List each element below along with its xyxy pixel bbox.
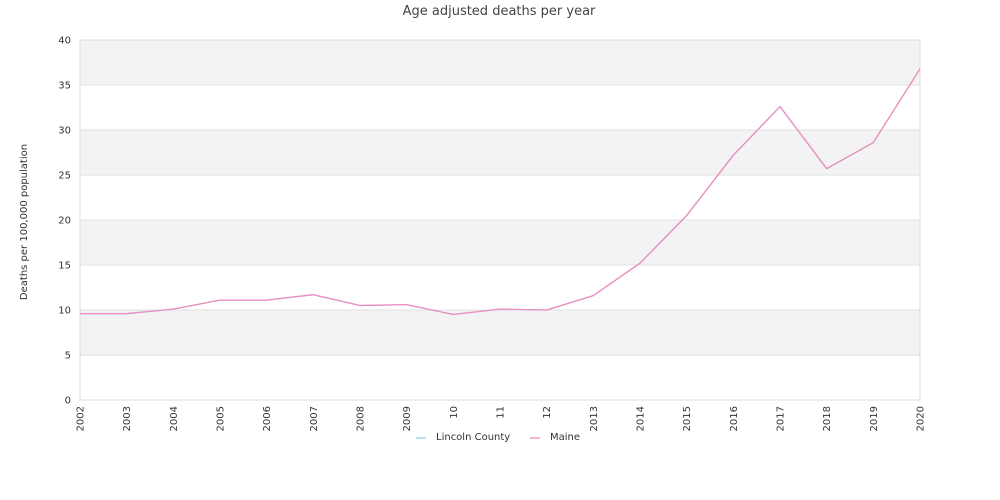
x-tick-label: 2008 [356, 406, 367, 431]
y-axis-label: Deaths per 100,000 population [19, 144, 30, 300]
series-lines [80, 68, 921, 316]
grid-band [80, 130, 920, 175]
chart-title: Age adjusted deaths per year [403, 4, 596, 19]
grid-band [80, 40, 920, 85]
grid-band [80, 220, 920, 265]
x-tick-label: 2009 [402, 406, 413, 431]
grid-band [80, 310, 920, 355]
y-tick-label: 15 [58, 261, 71, 272]
y-tick-label: 25 [58, 171, 71, 182]
x-tick-label: 2006 [262, 406, 273, 431]
x-axis-ticks: 2002 2003 2004 2005 2006 2007 2008 2009 10 11 12 20… [76, 406, 927, 431]
x-tick-label: 2004 [169, 406, 180, 431]
y-axis-ticks: 0 5 10 15 20 25 30 35 40 [58, 36, 71, 407]
legend: Lincoln County Maine [416, 432, 580, 443]
series-line-lincoln-county [80, 68, 921, 316]
y-tick-label: 20 [58, 216, 71, 227]
x-tick-label: 2020 [916, 406, 927, 431]
x-tick-label: 2005 [216, 406, 227, 431]
y-tick-label: 40 [58, 36, 71, 47]
y-tick-label: 5 [65, 351, 71, 362]
y-tick-label: 35 [58, 81, 71, 92]
x-tick-label: 11 [496, 406, 507, 419]
plot-area-border [79, 39, 921, 401]
x-tick-label: 2013 [589, 406, 600, 431]
y-tick-label: 10 [58, 306, 71, 317]
x-tick-label: 2017 [776, 406, 787, 431]
x-tick-label: 2002 [76, 406, 87, 431]
x-tick-label: 2014 [636, 406, 647, 431]
grid-bands [80, 40, 920, 355]
y-tick-label: 0 [65, 396, 71, 407]
x-tick-label: 2016 [729, 406, 740, 431]
y-tick-label: 30 [58, 126, 71, 137]
x-tick-label: 2007 [309, 406, 320, 431]
x-tick-label: 2015 [682, 406, 693, 431]
x-tick-label: 2019 [869, 406, 880, 431]
legend-label-lincoln-county: Lincoln County [436, 432, 510, 443]
series-line-maine [80, 68, 921, 316]
legend-label-maine: Maine [550, 432, 580, 443]
x-tick-label: 2003 [122, 406, 133, 431]
x-tick-label: 10 [449, 406, 460, 419]
x-tick-label: 12 [542, 406, 553, 419]
x-tick-label: 2018 [822, 406, 833, 431]
